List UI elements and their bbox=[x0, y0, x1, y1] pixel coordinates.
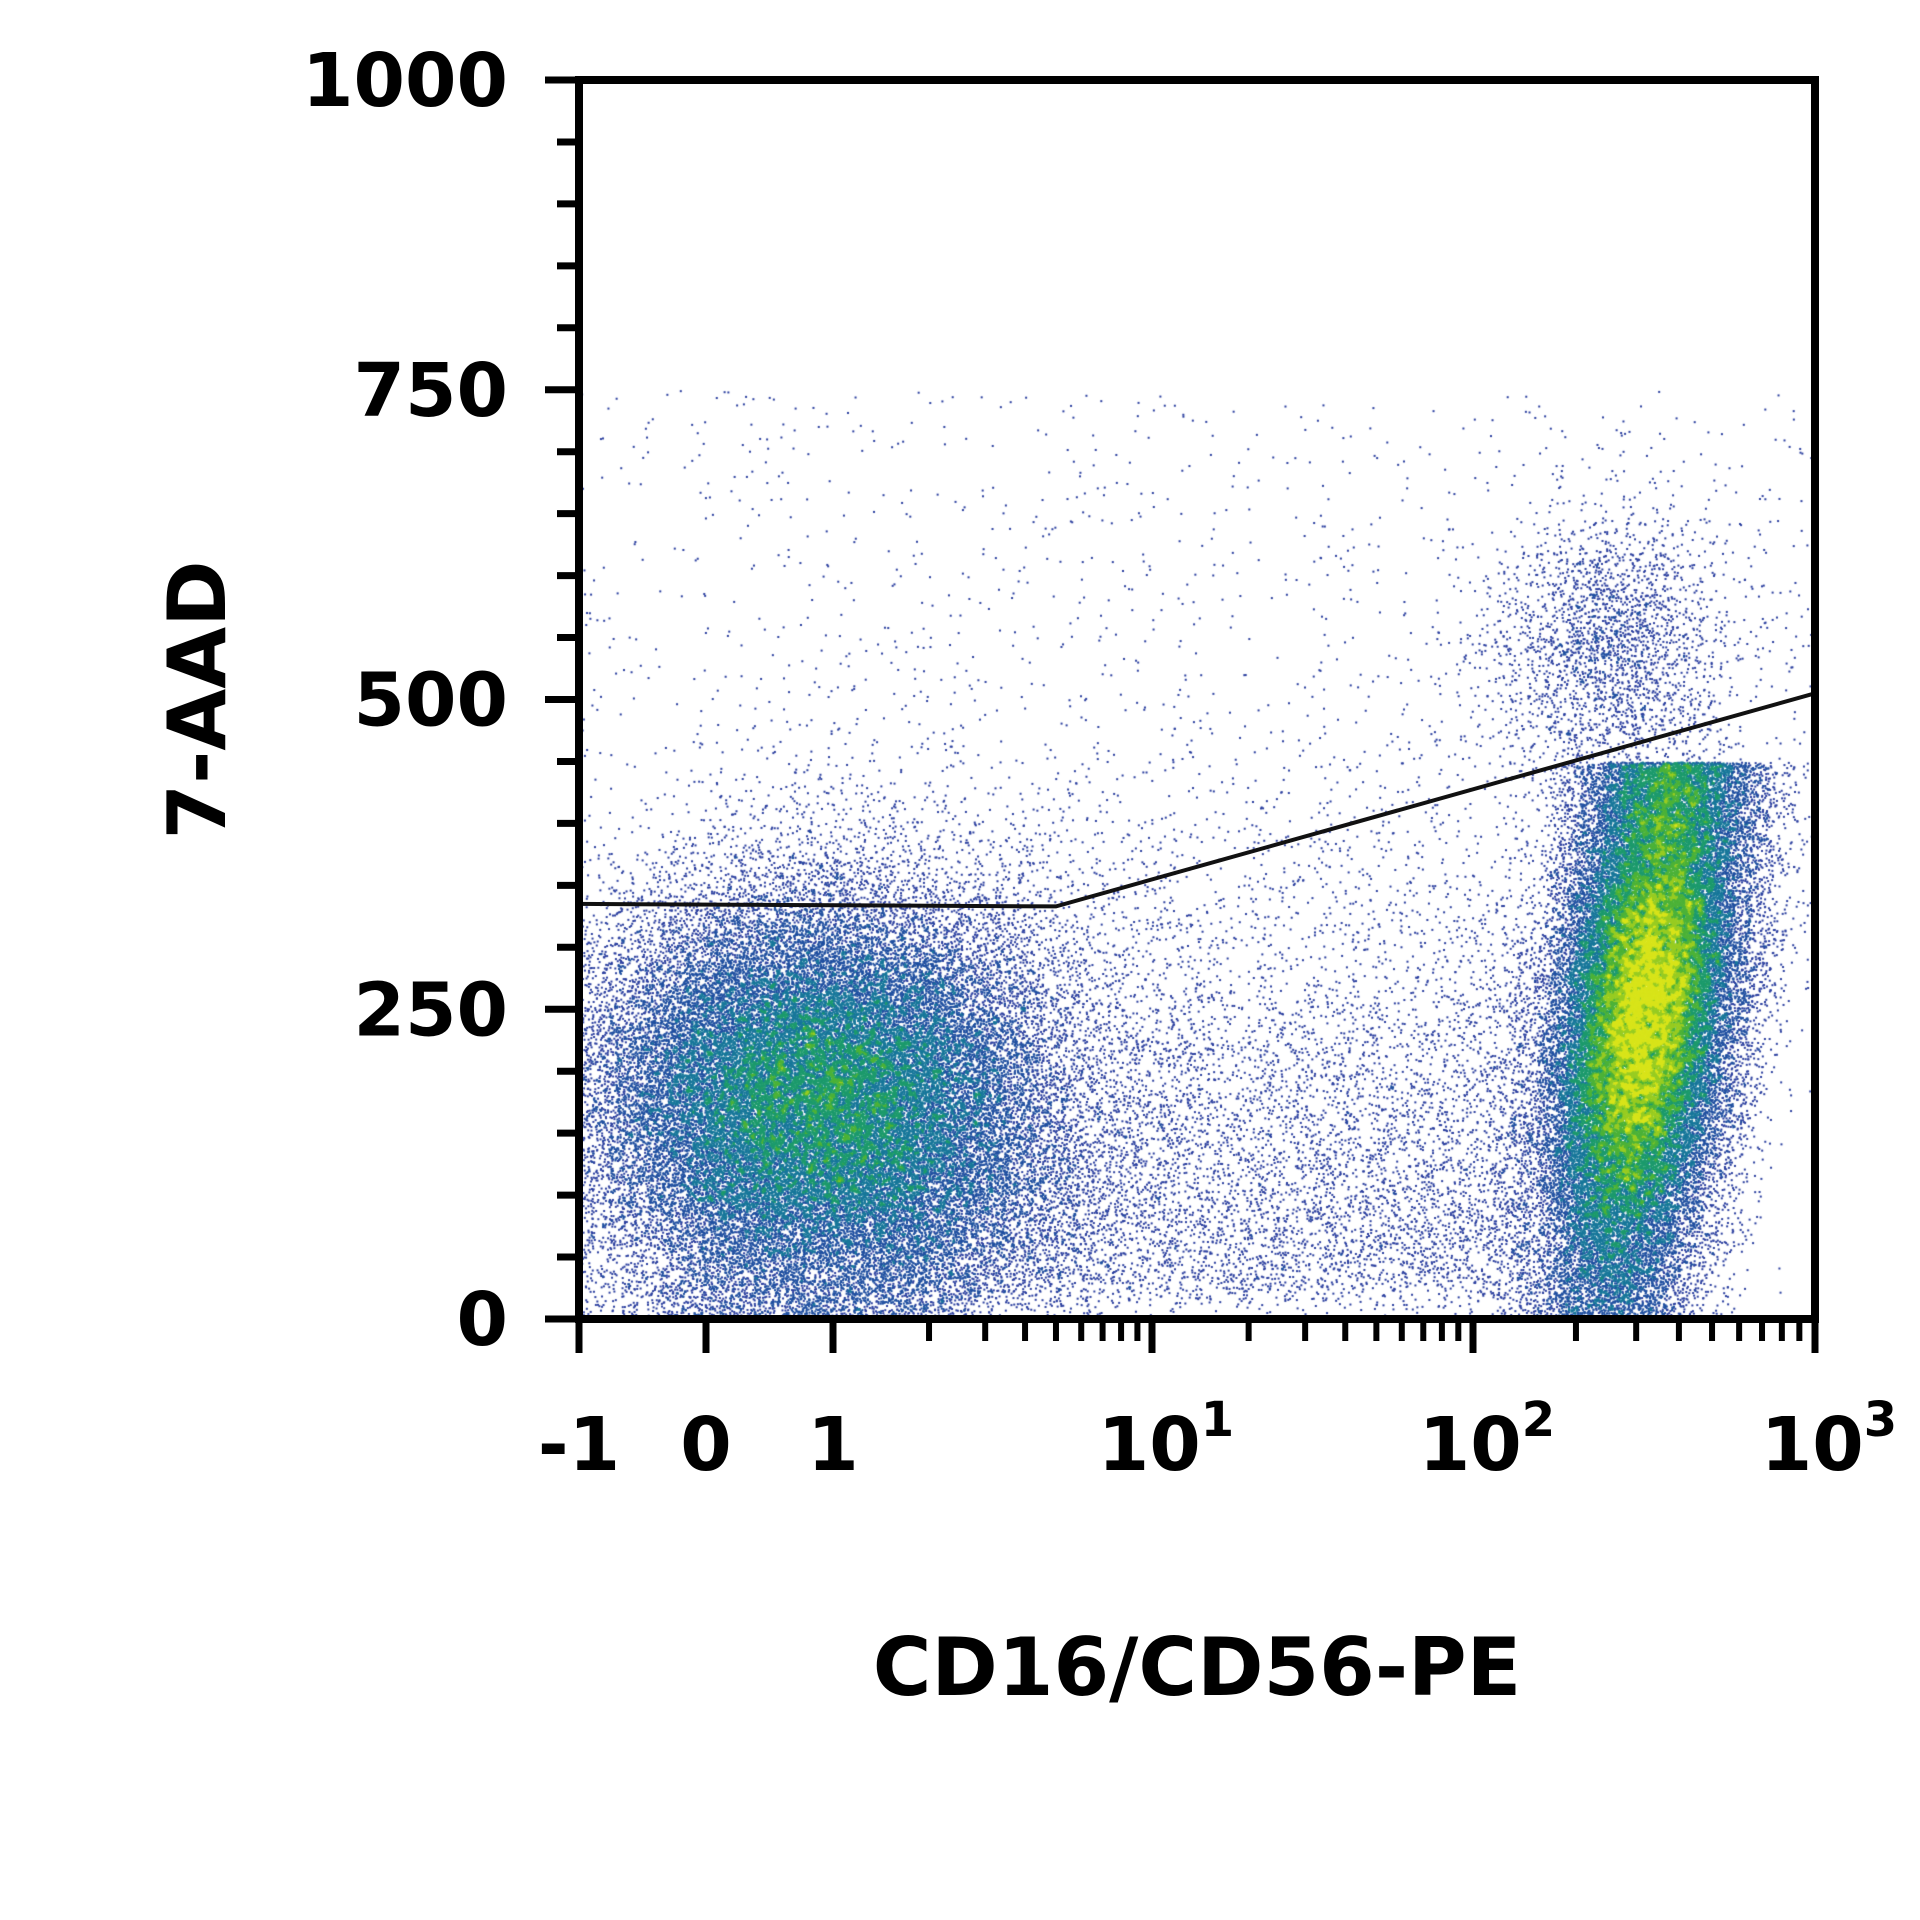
x-tick-label: 103 bbox=[1761, 1392, 1897, 1488]
x-tick-label: 0 bbox=[680, 1402, 732, 1488]
tick-marks bbox=[545, 76, 1819, 1353]
x-tick-labels: -1 0 1 101 102 103 bbox=[538, 1392, 1897, 1488]
y-tick-label: 500 bbox=[354, 658, 508, 744]
x-tick-label: 102 bbox=[1419, 1392, 1555, 1488]
y-tick-label: 0 bbox=[457, 1277, 509, 1363]
x-axis-title: CD16/CD56-PE bbox=[873, 1621, 1522, 1714]
y-tick-label: 750 bbox=[354, 348, 508, 434]
x-tick-label: -1 bbox=[538, 1402, 620, 1488]
y-tick-label: 1000 bbox=[302, 38, 508, 124]
y-tick-labels: 0 250 500 750 1000 bbox=[302, 38, 508, 1363]
y-tick-label: 250 bbox=[354, 967, 508, 1053]
live-dead-gate-line bbox=[578, 691, 1816, 909]
y-axis-title: 7-AAD bbox=[151, 560, 244, 839]
x-tick-label: 101 bbox=[1098, 1392, 1234, 1488]
x-tick-label: 1 bbox=[807, 1402, 859, 1488]
